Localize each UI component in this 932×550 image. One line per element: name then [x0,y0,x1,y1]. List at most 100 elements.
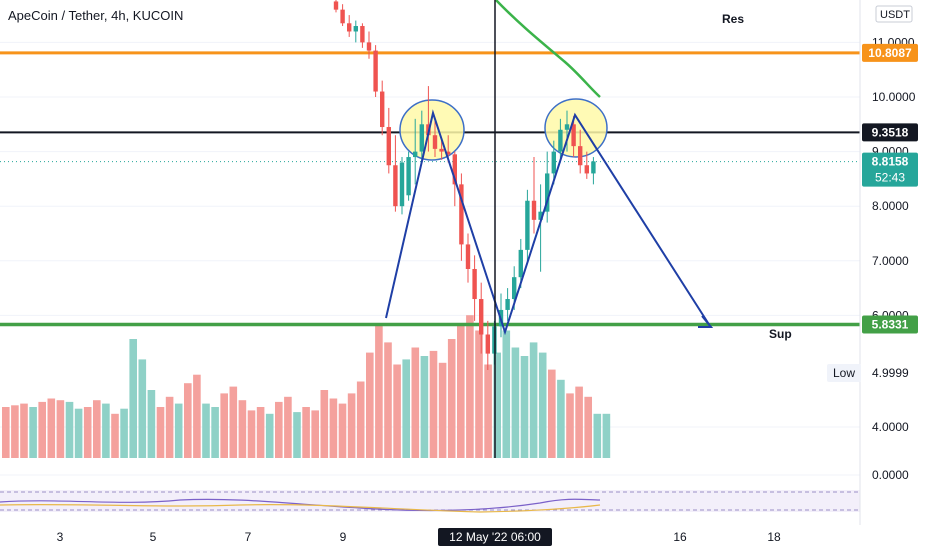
volume-bar [575,386,583,458]
volume-bar [584,396,592,458]
candle-body [551,151,556,174]
volume-bar [557,379,565,458]
volume-bar [366,352,374,458]
candle-body [393,165,398,207]
volume-bar [47,398,56,458]
candle-body [446,151,451,155]
price-tick-label: 8.0000 [872,199,909,213]
volume-bar [129,339,137,458]
candle-body [591,161,596,174]
volume-bar [65,401,74,458]
candle-body [373,50,378,92]
candle-body [340,9,345,24]
candle-body [485,334,490,354]
candle-body [472,268,477,300]
volume-bar [111,413,119,458]
time-tick-label: 7 [245,530,252,544]
candle-body [333,1,339,10]
crosshair-time-label: 12 May '22 06:00 [449,530,541,544]
volume-bar [311,410,319,458]
volume-bar [238,400,247,458]
volume-bar [247,410,256,458]
volume-bar [165,396,174,458]
candle-body [399,162,405,207]
pattern-path [385,109,711,336]
candle-body [531,200,537,220]
volume-bar [493,352,501,458]
volume-bar [29,407,37,458]
volume-bar [593,413,602,458]
volume-bars [2,315,611,458]
candle-body [512,277,517,300]
volume-bar [2,407,10,458]
current-price-tag-value: 8.8158 [872,155,909,169]
volume-bar [347,393,356,458]
candle-body [584,165,589,174]
candle-body [518,249,523,278]
volume-bar [256,407,265,458]
candle-body [538,211,543,220]
currency-label: USDT [880,9,910,21]
neckline-tag-box [862,123,918,142]
left-top-highlight [399,99,465,161]
current-price-tag-box [862,152,918,187]
oscillator-pane [0,490,860,513]
volume-bar [566,393,574,458]
volume-bar [538,352,547,458]
time-tick-label: 5 [150,530,157,544]
volume-bar [356,381,365,458]
candle-body [353,26,358,32]
candle-body [360,26,365,43]
resistance-tag-box [862,43,918,62]
volume-bar [438,362,447,458]
volume-bar [211,407,219,458]
volume-bar [447,339,456,458]
volume-bar [229,386,238,458]
volume-bar [265,413,274,458]
countdown-value: 52:43 [875,171,905,185]
price-tick-label: 0.0000 [872,468,909,482]
support-tag-box [862,315,918,334]
overlay-labels: 10.8087 9.3518 8.8158 52:43 5.8331 Low 4.9999 R… [722,12,918,382]
candle-body [545,173,550,212]
candle-body [465,244,471,269]
oscillator-signal-line [0,503,601,513]
volume-bar [520,356,529,458]
volume-bar [393,364,401,458]
volume-bar [338,403,347,458]
volume-bar [284,396,292,458]
time-tick-label: 18 [767,530,781,544]
price-tick-label: 4.0000 [872,420,909,434]
crosshair-time-box [438,528,552,546]
volume-bar [302,407,310,458]
neckline-tag-value: 9.3518 [872,125,909,139]
candle-body [347,23,352,32]
low-label-box [827,364,861,382]
volume-bar [457,325,465,458]
candle-body [558,129,563,152]
volume-bar [220,393,228,458]
price-tick-label: 10.0000 [872,90,916,104]
sup-annotation: Sup [769,327,792,341]
candle-body [432,135,438,149]
time-tick-label: 9 [340,530,347,544]
candle-body [439,148,444,152]
support-tag-value: 5.8331 [872,318,909,332]
res-annotation: Res [722,12,744,26]
candle-body [366,42,372,51]
volume-bar [202,403,210,458]
volume-bar [548,369,556,458]
pattern-drawing [385,0,714,458]
volume-bar [20,403,28,458]
candle-body [413,151,418,158]
volume-bar [102,403,110,458]
time-tick-label: 16 [673,530,687,544]
candle-body [564,124,570,130]
volume-bar [384,342,392,458]
candle-body [571,124,576,147]
low-label: Low [833,366,855,380]
volume-bar [74,408,83,458]
volume-bar [420,356,429,458]
volume-bar [193,374,201,458]
